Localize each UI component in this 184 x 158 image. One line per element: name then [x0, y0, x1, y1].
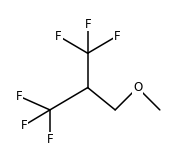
Text: F: F: [47, 133, 53, 146]
Text: F: F: [55, 30, 62, 43]
Text: O: O: [133, 81, 142, 94]
Text: F: F: [21, 119, 27, 132]
Text: F: F: [84, 18, 91, 30]
Text: F: F: [114, 30, 120, 43]
Text: F: F: [16, 90, 22, 103]
